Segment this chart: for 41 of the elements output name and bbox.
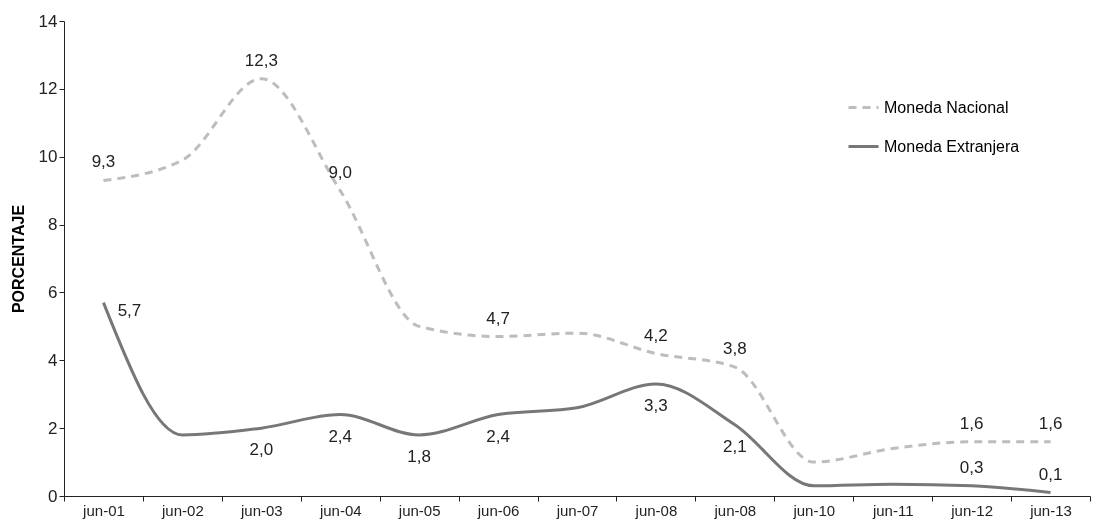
x-tick-label: jun-05: [397, 501, 441, 519]
x-tick-label: jun-12: [950, 501, 993, 519]
x-tick-label: jun-02: [161, 501, 204, 519]
legend-label: Moneda Extranjera: [884, 137, 1020, 155]
data-label: 4,7: [486, 308, 510, 328]
y-axis-title: PORCENTAJE: [9, 204, 27, 314]
data-label: 1,6: [959, 413, 984, 433]
x-tick-label: jun-13: [1029, 501, 1072, 519]
y-tick-label: 4: [48, 350, 58, 370]
x-tick-label: jun-07: [555, 501, 599, 519]
y-tick-label: 6: [48, 282, 58, 302]
y-tick-label: 14: [38, 11, 58, 31]
x-tick-label: jun-10: [792, 501, 836, 519]
y-tick-label: 0: [48, 486, 58, 506]
x-tick-label: jun-04: [318, 501, 362, 519]
data-label: 2,4: [328, 426, 353, 446]
data-label: 3,8: [723, 339, 747, 359]
y-tick-label: 8: [48, 215, 58, 235]
x-tick-label: jun-01: [82, 501, 125, 519]
legend-label: Moneda Nacional: [884, 98, 1009, 116]
data-label: 5,7: [117, 300, 142, 320]
data-label: 1,6: [1038, 413, 1063, 433]
x-tick-label: jun-03: [239, 501, 283, 519]
data-label: 9,0: [328, 162, 353, 182]
y-tick-label: 2: [48, 418, 58, 438]
data-label: 9,3: [91, 152, 116, 172]
data-label: 1,8: [407, 446, 431, 466]
data-label: 0,1: [1038, 464, 1063, 484]
x-tick-label: jun-06: [476, 501, 520, 519]
data-label: 2,1: [723, 436, 747, 456]
x-tick-label: jun-08: [634, 501, 678, 519]
y-tick-label: 10: [38, 147, 58, 167]
data-label: 12,3: [244, 50, 278, 70]
data-label: 3,3: [644, 396, 668, 416]
y-tick-label: 12: [38, 79, 58, 99]
x-tick-label: jun-08: [713, 501, 757, 519]
data-label: 2,4: [486, 426, 510, 446]
data-label: 2,0: [249, 440, 274, 460]
x-tick-label: jun-11: [871, 501, 914, 519]
data-label: 0,3: [959, 457, 984, 477]
data-label: 4,2: [644, 325, 668, 345]
